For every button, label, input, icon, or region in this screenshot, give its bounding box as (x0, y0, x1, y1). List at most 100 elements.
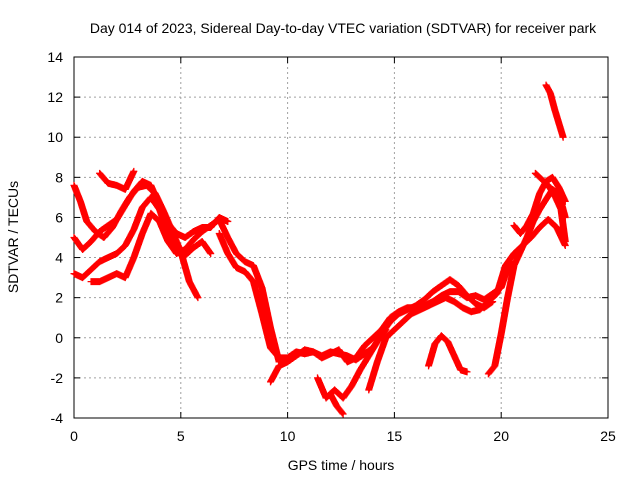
data-point (459, 368, 462, 371)
data-point (226, 220, 229, 223)
y-tick-label: 6 (55, 209, 63, 225)
data-point (359, 368, 362, 371)
data-point (525, 224, 528, 227)
data-point (184, 254, 187, 257)
data-point (466, 296, 469, 299)
data-point (448, 278, 451, 281)
y-axis: -4 -2 0 2 4 6 8 10 12 14 (47, 49, 608, 426)
data-point (431, 290, 434, 293)
data-point (192, 238, 195, 241)
data-point (141, 206, 144, 209)
data-point (470, 310, 473, 313)
data-point (235, 266, 238, 269)
data-point (90, 280, 93, 283)
data-point (342, 396, 345, 399)
data-point (376, 360, 379, 363)
data-point (175, 252, 178, 255)
data-point (538, 192, 541, 195)
data-point (540, 178, 543, 181)
data-point (115, 252, 118, 255)
data-marks (70, 81, 569, 418)
series-track-n (531, 169, 569, 246)
data-point (149, 196, 152, 199)
data-point (487, 300, 490, 303)
data-point (192, 230, 195, 233)
data-point (252, 264, 255, 267)
chart-title: Day 014 of 2023, Sidereal Day-to-day VTE… (90, 20, 597, 36)
data-point (188, 280, 191, 283)
data-point (333, 388, 336, 391)
data-point (329, 352, 332, 355)
data-point (81, 276, 84, 279)
data-point (260, 312, 263, 315)
data-point (564, 244, 567, 247)
y-tick-label: 2 (55, 290, 63, 306)
series-markers (215, 229, 497, 364)
data-point (132, 256, 135, 259)
series-track-e (96, 167, 138, 193)
data-point (504, 264, 507, 267)
data-point (192, 246, 195, 249)
x-tick-label: 0 (70, 428, 78, 444)
y-tick-label: 10 (47, 129, 63, 145)
data-point (483, 298, 486, 301)
data-point (350, 384, 353, 387)
data-point (209, 252, 212, 255)
data-point (367, 354, 370, 357)
data-point (557, 186, 560, 189)
data-point (115, 184, 118, 187)
data-point (325, 396, 328, 399)
data-point (427, 364, 430, 367)
series-markers (96, 167, 138, 193)
series-markers (365, 215, 569, 394)
y-tick-label: -2 (51, 370, 64, 386)
data-point (243, 270, 246, 273)
data-point (513, 224, 516, 227)
data-point (98, 260, 101, 263)
data-point (557, 122, 560, 125)
data-point (367, 388, 370, 391)
data-point (132, 190, 135, 193)
data-point (184, 248, 187, 251)
data-point (98, 280, 101, 283)
data-point (525, 236, 528, 239)
data-point (286, 360, 289, 363)
data-point (269, 326, 272, 329)
data-point (342, 412, 345, 415)
y-tick-label: 4 (55, 250, 63, 266)
data-point (149, 184, 152, 187)
data-point (346, 360, 349, 363)
data-point (440, 284, 443, 287)
y-tick-label: -4 (51, 410, 64, 426)
series-track-f (215, 229, 497, 364)
data-point (393, 328, 396, 331)
data-point (444, 296, 447, 299)
data-point (384, 336, 387, 339)
data-point (384, 328, 387, 331)
data-point (316, 376, 319, 379)
data-point (549, 92, 552, 95)
series-markers (542, 81, 567, 141)
data-point (335, 404, 338, 407)
data-point (252, 280, 255, 283)
data-point (124, 276, 127, 279)
data-point (269, 346, 272, 349)
data-point (329, 392, 332, 395)
x-tick-label: 15 (387, 428, 403, 444)
data-point (98, 172, 101, 175)
data-point (107, 182, 110, 185)
x-tick-label: 20 (493, 428, 509, 444)
data-point (553, 108, 556, 111)
data-point (457, 290, 460, 293)
y-tick-label: 14 (47, 49, 63, 65)
data-point (243, 260, 246, 263)
data-point (401, 320, 404, 323)
data-point (500, 332, 503, 335)
data-point (320, 356, 323, 359)
data-point (184, 236, 187, 239)
data-point (436, 300, 439, 303)
data-point (107, 276, 110, 279)
series-track-o (542, 81, 567, 141)
data-point (269, 380, 272, 383)
